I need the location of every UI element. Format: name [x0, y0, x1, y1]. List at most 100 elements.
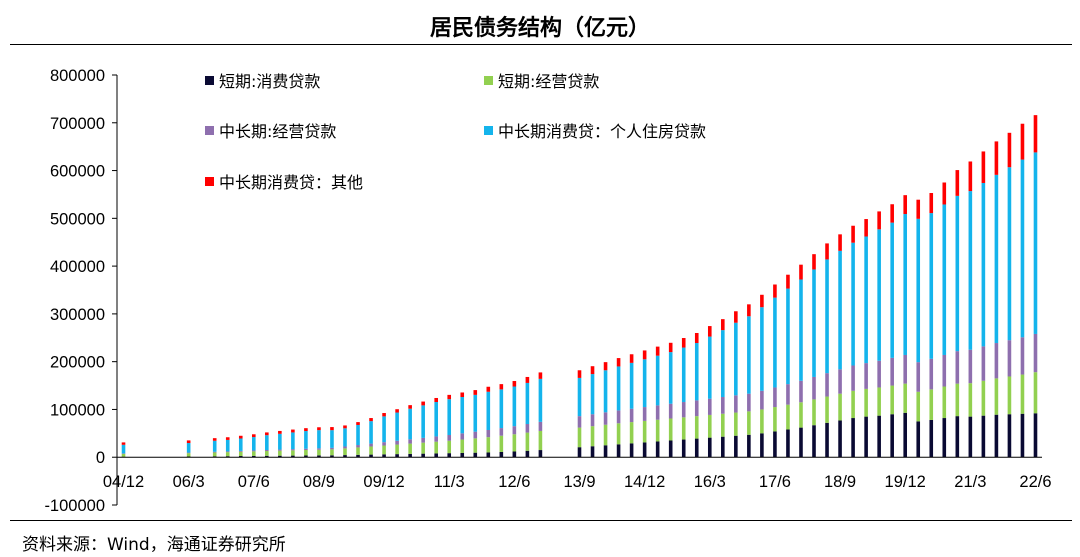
- bar-segment: [929, 358, 934, 390]
- bar-segment: [890, 357, 894, 386]
- bar-segment: [747, 393, 751, 412]
- bar-segment: [460, 452, 465, 458]
- bar-segment: [929, 389, 934, 420]
- bar-segment: [812, 425, 816, 458]
- y-tick-label: -100000: [44, 497, 105, 515]
- bar-segment: [460, 397, 465, 434]
- legend-label: 中长期消费贷：其他: [219, 173, 363, 192]
- bar-segment: [773, 407, 777, 432]
- legend-swatch: [484, 126, 493, 135]
- bar-segment: [356, 454, 360, 458]
- x-tick-label: 11/3: [434, 473, 465, 491]
- bar-segment: [421, 453, 425, 458]
- bar-segment: [525, 450, 530, 458]
- bar-segment: [212, 438, 217, 441]
- bar-segment: [291, 450, 295, 456]
- bar-segment: [851, 418, 855, 458]
- bar-segment: [734, 311, 738, 323]
- bar-segment: [291, 429, 295, 433]
- x-tick-label: 16/3: [694, 473, 726, 491]
- bar-segment: [942, 354, 947, 387]
- bar-segment: [655, 405, 660, 420]
- bar-segment: [681, 347, 686, 403]
- bar-segment: [356, 445, 360, 448]
- bar-segment: [812, 269, 816, 377]
- bar-segment: [382, 413, 386, 417]
- bar-segment: [864, 416, 868, 458]
- bar-segment: [447, 399, 452, 436]
- bar-segment: [681, 402, 686, 418]
- bar-segment: [291, 455, 295, 458]
- bar-segment: [838, 234, 842, 251]
- bar-segment: [603, 362, 608, 371]
- bar-segment: [369, 418, 373, 422]
- bar-segment: [212, 452, 217, 457]
- bar-segment: [395, 440, 399, 445]
- bar-segment: [525, 424, 530, 433]
- bar-segment: [799, 427, 803, 458]
- bar-segment: [734, 435, 738, 458]
- bar-segment: [1020, 374, 1025, 414]
- bar-segment: [786, 404, 790, 430]
- bar-segment: [864, 363, 868, 389]
- y-tick-label: 300000: [50, 306, 105, 324]
- bar-segment: [486, 391, 491, 430]
- x-tick-label: 22/6: [1019, 473, 1051, 491]
- bar-segment: [1020, 413, 1025, 458]
- x-tick-label: 17/6: [759, 473, 791, 491]
- bar-segment: [225, 439, 230, 452]
- bar-segment: [460, 439, 465, 453]
- bar-segment: [238, 435, 243, 439]
- bar-segment: [968, 416, 973, 458]
- bar-segment: [278, 455, 282, 458]
- bar-segment: [577, 447, 582, 458]
- bar-segment: [890, 414, 894, 458]
- bar-segment: [408, 405, 412, 409]
- bar-segment: [707, 414, 712, 438]
- bar-segment: [317, 455, 321, 458]
- bar-segment: [655, 346, 660, 356]
- bar-segment: [538, 450, 543, 458]
- bar-segment: [877, 211, 881, 230]
- x-tick-label: 08/9: [303, 473, 335, 491]
- bar-segment: [629, 354, 634, 363]
- bar-segment: [538, 372, 543, 379]
- bar-segment: [721, 319, 725, 331]
- bar-segment: [486, 429, 491, 438]
- bar-segment: [577, 370, 582, 378]
- bar-segment: [225, 451, 230, 453]
- y-tick-label: 600000: [50, 163, 105, 181]
- bar-segment: [994, 343, 999, 379]
- bar-segment: [955, 170, 960, 196]
- bar-segment: [916, 421, 921, 458]
- bar-segment: [317, 430, 321, 449]
- bar-segment: [525, 376, 530, 383]
- bar-segment: [121, 442, 126, 445]
- bar-segment: [838, 369, 842, 394]
- y-tick-label: 700000: [50, 115, 105, 133]
- bar-segment: [1007, 167, 1012, 341]
- bar-segment: [447, 453, 452, 458]
- bar-segment: [616, 423, 621, 445]
- y-tick-label: 0: [96, 449, 105, 467]
- bar-segment: [629, 443, 634, 458]
- bar-segment: [968, 349, 973, 384]
- bar-segment: [408, 453, 412, 458]
- bar-segment: [968, 191, 973, 350]
- bar-segment: [251, 437, 256, 451]
- bar-segment: [773, 387, 777, 408]
- bar-segment: [317, 427, 321, 431]
- bar-segment: [330, 447, 334, 450]
- bar-segment: [421, 401, 425, 406]
- bar-segment: [186, 452, 191, 454]
- bar-segment: [747, 434, 751, 458]
- bar-segment: [408, 408, 412, 440]
- bar-segment: [734, 322, 738, 396]
- bar-segment: [434, 441, 438, 454]
- bar-segment: [825, 373, 829, 397]
- bar-segment: [760, 409, 764, 434]
- bar-segment: [877, 229, 881, 361]
- bar-segment: [707, 398, 712, 415]
- bar-segment: [851, 390, 855, 419]
- bar-segment: [238, 451, 243, 457]
